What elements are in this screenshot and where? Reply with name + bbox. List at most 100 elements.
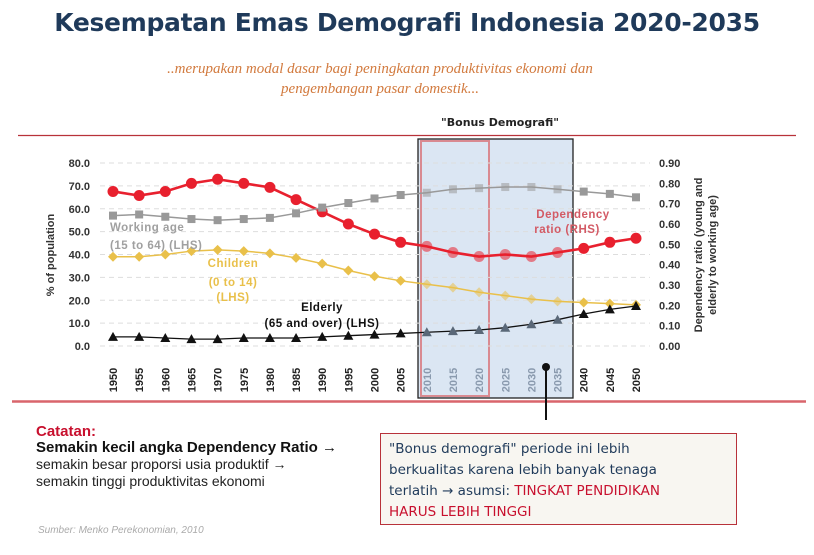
data-point-dependency bbox=[473, 251, 485, 263]
data-point-working-age bbox=[135, 210, 144, 219]
y-left-tick-label: 80.0 bbox=[69, 158, 90, 170]
data-point-dependency bbox=[525, 251, 537, 263]
data-point-dependency bbox=[107, 185, 119, 197]
y-right-tick-label: 0.60 bbox=[659, 219, 680, 231]
x-tick-label: 2010 bbox=[422, 368, 434, 392]
data-point-children bbox=[238, 246, 249, 257]
y-right-tick-label: 0.00 bbox=[659, 341, 680, 353]
data-point-dependency bbox=[238, 177, 250, 189]
data-point-elderly bbox=[447, 326, 458, 336]
data-point-elderly bbox=[134, 331, 145, 341]
data-point-working-age bbox=[370, 194, 379, 203]
data-point-working-age bbox=[318, 203, 327, 212]
data-point-elderly bbox=[238, 332, 249, 342]
data-point-elderly bbox=[552, 314, 563, 324]
y-left-tick-label: 10.0 bbox=[69, 318, 90, 330]
demographic-chart: 80.0 70.0 60.0 50.0 40.0 30.0 20.0 10.0 0.0 0.90 0… bbox=[12, 134, 806, 420]
data-point-children bbox=[369, 271, 380, 282]
data-point-children bbox=[421, 279, 432, 290]
data-point-working-age bbox=[213, 216, 222, 225]
data-point-children bbox=[264, 248, 275, 259]
y-right-tick-label: 0.80 bbox=[659, 178, 680, 190]
data-point-dependency bbox=[185, 177, 197, 189]
y-right-tick-label: 0.10 bbox=[659, 321, 680, 333]
data-point-dependency bbox=[395, 236, 407, 248]
data-point-children bbox=[474, 287, 485, 298]
data-point-elderly bbox=[264, 332, 275, 342]
y-right-tick-label: 0.70 bbox=[659, 199, 680, 211]
data-point-elderly bbox=[212, 334, 223, 344]
data-point-children bbox=[317, 258, 328, 269]
y-left-tick-label: 20.0 bbox=[69, 295, 90, 307]
x-tick-label: 2015 bbox=[448, 368, 460, 392]
bonus-demografi-label: "Bonus Demografi" bbox=[441, 116, 559, 129]
data-point-elderly bbox=[578, 308, 589, 318]
data-point-elderly bbox=[186, 334, 197, 344]
x-tick-label: 1960 bbox=[160, 368, 172, 392]
y-left-tick-label: 30.0 bbox=[69, 272, 90, 284]
page-title: Kesempatan Emas Demografi Indonesia 2020… bbox=[54, 8, 760, 37]
data-point-dependency bbox=[264, 181, 276, 193]
data-point-elderly bbox=[526, 319, 537, 329]
data-point-elderly bbox=[500, 322, 511, 332]
children-label-1: Children bbox=[208, 258, 259, 270]
data-point-children bbox=[604, 298, 615, 309]
data-point-children bbox=[578, 297, 589, 308]
data-point-working-age bbox=[553, 185, 562, 194]
data-point-children bbox=[134, 251, 145, 262]
data-point-children bbox=[395, 275, 406, 286]
children-label-2: (0 to 14) bbox=[209, 277, 258, 289]
data-point-working-age bbox=[109, 211, 117, 220]
data-point-working-age bbox=[292, 209, 301, 218]
data-point-elderly bbox=[421, 327, 432, 337]
y-right-axis-title-line-1: Dependency ratio (young and bbox=[693, 178, 705, 333]
data-point-elderly bbox=[369, 329, 380, 339]
data-point-working-age bbox=[265, 213, 274, 222]
x-tick-label: 1995 bbox=[343, 368, 355, 392]
data-point-children bbox=[500, 290, 511, 301]
data-point-working-age bbox=[475, 184, 484, 193]
working-age-label-1: Working age bbox=[110, 222, 184, 234]
x-tick-label: 2020 bbox=[474, 368, 486, 392]
elderly-label-2: (65 and over) (LHS) bbox=[265, 318, 380, 330]
x-tick-label: 2045 bbox=[605, 368, 617, 392]
x-tick-label: 2025 bbox=[500, 368, 512, 392]
callout-line-1: "Bonus demografi" periode ini lebih bbox=[389, 441, 630, 457]
y-right-tick-label: 0.40 bbox=[659, 260, 680, 272]
data-point-working-age bbox=[448, 185, 457, 194]
y-right-tick-label: 0.20 bbox=[659, 300, 680, 312]
data-point-children bbox=[447, 282, 458, 293]
data-point-working-age bbox=[527, 183, 536, 192]
data-point-dependency bbox=[630, 232, 642, 244]
x-tick-label: 1950 bbox=[108, 368, 120, 392]
x-tick-label: 1965 bbox=[186, 368, 198, 392]
notes-line-3: semakin tinggi produktivitas ekonomi bbox=[36, 473, 265, 489]
data-point-dependency bbox=[578, 242, 590, 254]
working-age-label-2: (15 to 64) (LHS) bbox=[110, 240, 202, 252]
x-tick-label: 1955 bbox=[134, 368, 146, 392]
data-point-dependency bbox=[499, 249, 511, 260]
y-left-tick-label: 50.0 bbox=[69, 227, 90, 239]
callout-box: "Bonus demografi" periode ini lebih berk… bbox=[380, 433, 737, 525]
data-point-children bbox=[108, 251, 118, 262]
data-point-children bbox=[160, 249, 171, 260]
data-point-children bbox=[186, 246, 197, 257]
notes-line-2: semakin besar proporsi usia produktif → bbox=[36, 456, 287, 472]
data-point-dependency bbox=[342, 218, 354, 230]
y-left-tick-label: 0.0 bbox=[75, 341, 90, 353]
callout-line-4: HARUS LEBIH TINGGI bbox=[389, 504, 532, 520]
callout-line-3: terlatih → asumsi: TINGKAT PENDIDIKAN bbox=[389, 481, 728, 502]
data-point-dependency bbox=[133, 190, 145, 202]
callout-line-3-prefix: terlatih → asumsi: bbox=[389, 483, 515, 499]
data-point-children bbox=[526, 294, 537, 305]
x-tick-label: 2040 bbox=[579, 368, 591, 392]
data-point-working-age bbox=[579, 187, 588, 196]
subtitle: ..merupakan modal dasar bagi peningkatan… bbox=[100, 59, 660, 99]
data-point-dependency bbox=[159, 185, 171, 197]
x-tick-label: 2050 bbox=[631, 368, 643, 392]
data-point-elderly bbox=[160, 332, 171, 342]
y-left-tick-label: 40.0 bbox=[69, 250, 90, 262]
data-point-elderly bbox=[291, 332, 302, 342]
data-point-dependency bbox=[447, 246, 459, 258]
y-left-tick-label: 70.0 bbox=[69, 181, 90, 193]
